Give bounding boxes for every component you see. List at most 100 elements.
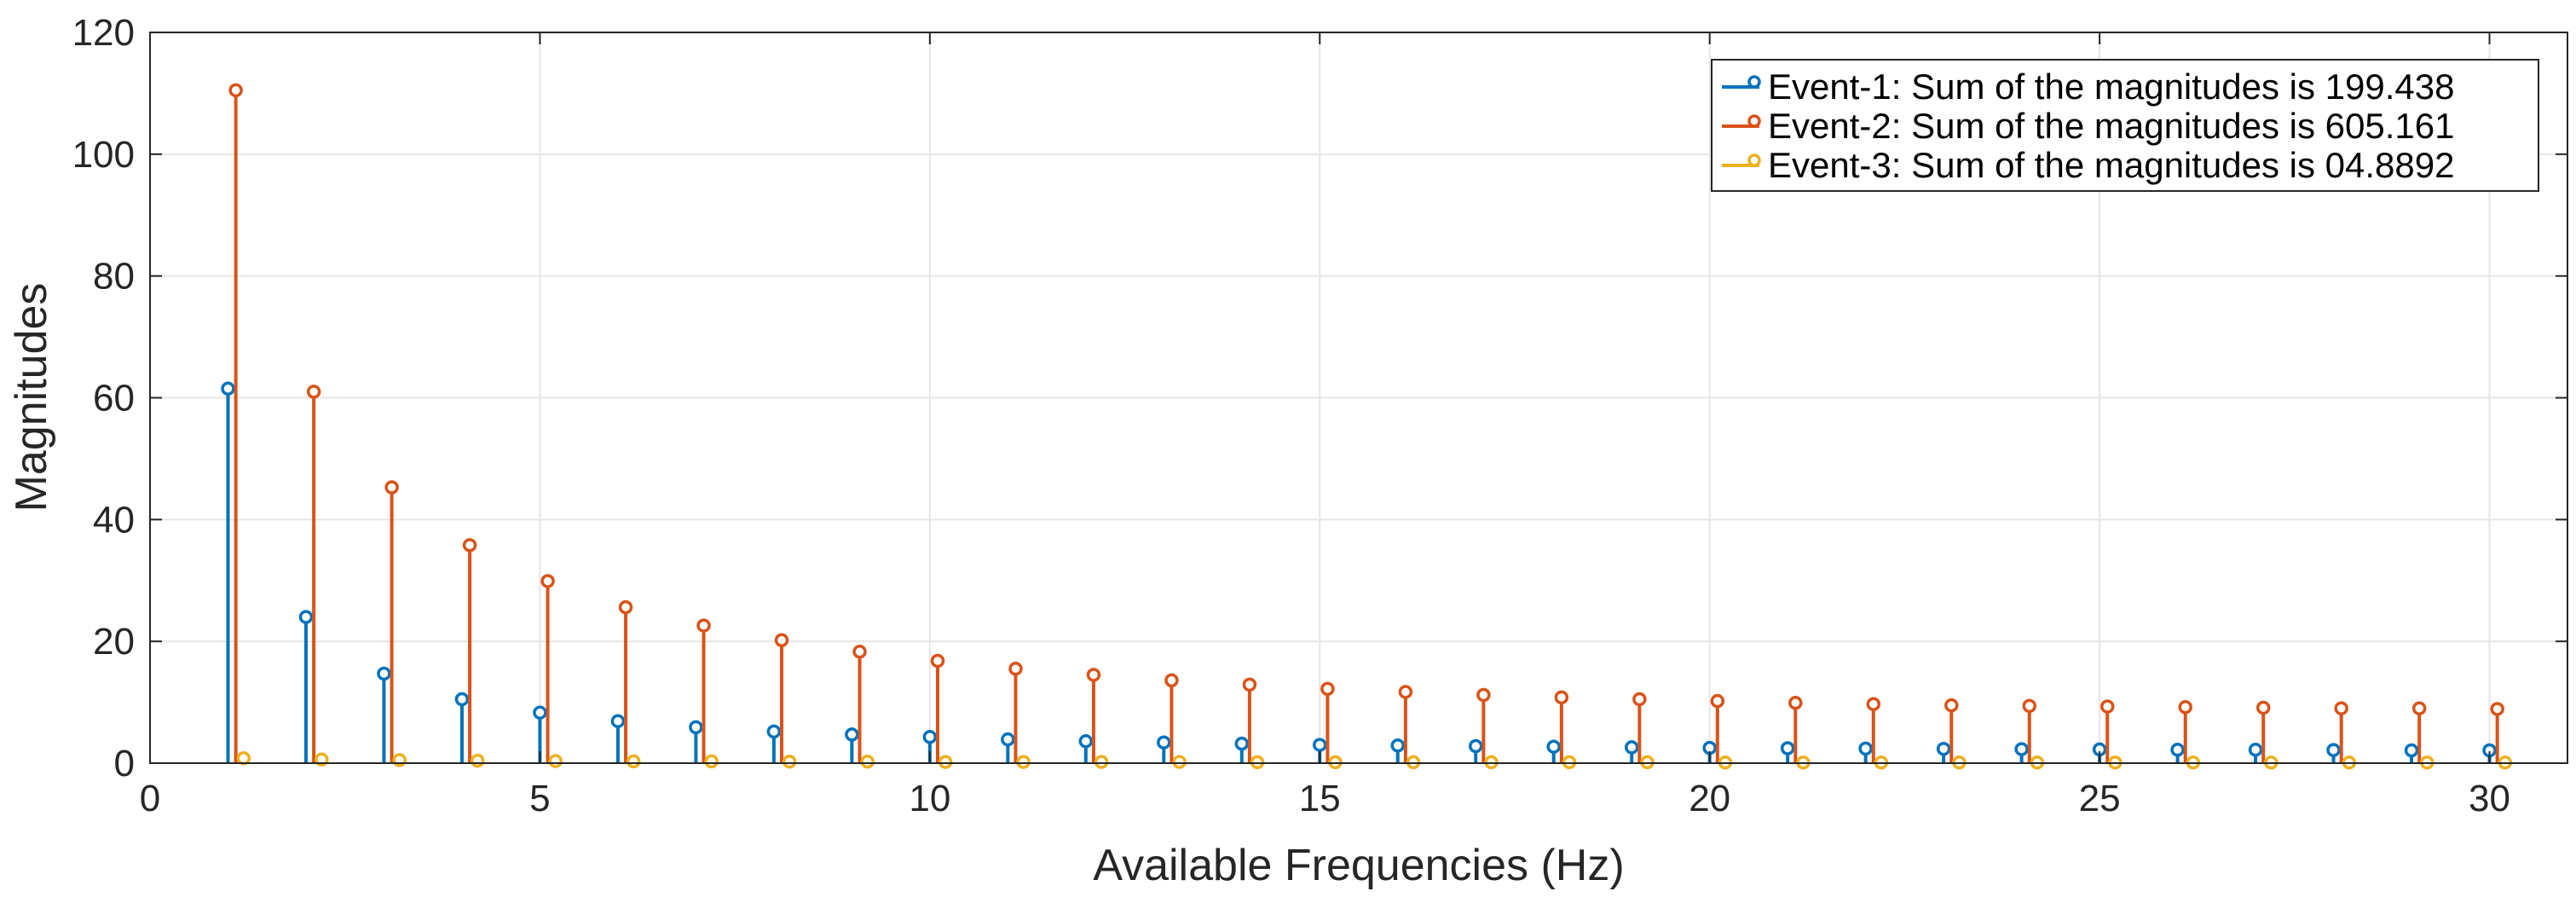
stem-marker	[2490, 702, 2504, 716]
stem-marker	[384, 480, 399, 495]
stem-marker	[1788, 696, 1803, 710]
stem-marker	[462, 538, 477, 553]
stem-marker	[1001, 732, 1015, 747]
stem-marker	[2022, 698, 2037, 714]
legend-item: Event-3: Sum of the magnitudes is 04.889…	[1722, 145, 2455, 185]
y-tick-label: 0	[114, 743, 135, 784]
stem-marker	[1242, 677, 1257, 692]
stem-marker	[2170, 743, 2185, 757]
legend-swatch-marker	[1747, 75, 1761, 89]
stem-marker	[2334, 701, 2348, 715]
stem-marker	[626, 754, 641, 769]
legend-label: Event-1: Sum of the magnitudes is 199.43…	[1768, 67, 2455, 107]
stem-marker	[930, 653, 945, 669]
legend-label: Event-3: Sum of the magnitudes is 04.889…	[1768, 145, 2455, 185]
stem-marker	[533, 705, 547, 720]
stem-marker	[1562, 755, 1577, 770]
legend-label: Event-2: Sum of the magnitudes is 605.16…	[1768, 106, 2455, 146]
stem-marker	[2178, 700, 2192, 715]
stem-marker	[1250, 755, 1265, 770]
stem-marker	[852, 645, 867, 659]
stem-marker	[922, 730, 938, 744]
stem-marker	[1164, 673, 1179, 688]
stem-marker	[1640, 755, 1655, 770]
stem-marker	[1172, 755, 1187, 769]
stem-marker	[236, 751, 251, 766]
stem-marker	[1157, 735, 1171, 750]
stem-marker	[1858, 741, 1873, 756]
stem-marker	[1094, 755, 1109, 769]
stem-marker	[1468, 738, 1483, 754]
stem-marker	[548, 754, 563, 768]
x-tick-label: 30	[2469, 778, 2510, 819]
stem-marker	[845, 727, 859, 742]
y-tick-label: 120	[72, 12, 135, 54]
stem-marker	[2014, 742, 2029, 756]
legend-item: Event-1: Sum of the magnitudes is 199.43…	[1722, 67, 2455, 107]
stem-marker	[1632, 692, 1647, 707]
stem-marker	[689, 720, 703, 735]
stem-marker	[1234, 736, 1250, 751]
stem-marker	[228, 83, 243, 98]
stem-marker	[2248, 743, 2263, 757]
stem-marker	[540, 574, 555, 588]
data-stems	[221, 83, 2513, 770]
stem-marker	[774, 633, 789, 647]
stem-marker	[1313, 738, 1327, 752]
stem-marker	[1624, 740, 1639, 755]
series-1-stems	[221, 381, 2497, 763]
y-tick-label: 60	[93, 378, 135, 420]
stem-marker	[860, 754, 875, 769]
stem-marker	[1936, 741, 1951, 756]
x-tick-label: 15	[1299, 778, 1341, 819]
stem-marker	[1866, 697, 1881, 711]
y-tick-label: 20	[93, 621, 135, 663]
stem-marker	[782, 754, 797, 769]
stem-marker	[1398, 685, 1413, 699]
stem-marker	[2404, 743, 2419, 758]
axis-ticks: 0 5 10 15 20 25 30 0 20 40 60 80 100 120	[72, 12, 2567, 819]
legend-box	[1711, 59, 2539, 192]
stem-marker	[1320, 681, 1335, 697]
series-3-stems	[236, 751, 2513, 770]
stem-marker	[1328, 755, 1343, 770]
stem-marker	[221, 381, 235, 397]
stem-marker	[2099, 699, 2115, 714]
y-tick-label: 40	[93, 499, 135, 541]
x-tick-label: 20	[1689, 778, 1730, 819]
stem-marker	[1016, 755, 1031, 769]
stem-marker	[1078, 734, 1094, 749]
stem-marker	[696, 618, 711, 633]
stem-marker	[377, 666, 391, 681]
stem-marker	[1554, 690, 1569, 705]
stem-marker	[306, 385, 321, 399]
stem-marker	[938, 755, 953, 769]
stem-marker	[1476, 687, 1491, 703]
stem-marker	[470, 753, 485, 768]
x-tick-label: 0	[140, 778, 160, 819]
y-tick-label: 100	[72, 134, 135, 176]
stem-marker	[1406, 755, 1421, 770]
legend-swatch-marker	[1747, 114, 1761, 128]
legend-swatch-marker	[1747, 153, 1761, 167]
legend: Event-1: Sum of the magnitudes is 199.43…	[1711, 59, 2539, 192]
stem-marker	[315, 752, 329, 767]
stem-marker	[2255, 700, 2271, 715]
x-tick-label: 5	[529, 778, 550, 819]
series-2-stems	[228, 83, 2504, 763]
stem-marker	[1390, 738, 1405, 753]
stem-marker	[298, 610, 314, 624]
x-tick-label: 25	[2079, 778, 2121, 819]
x-axis-title: Available Frequencies (Hz)	[1093, 841, 1624, 890]
stem-marker	[1546, 739, 1561, 754]
legend-item: Event-2: Sum of the magnitudes is 605.16…	[1722, 106, 2455, 146]
stem-marker	[610, 714, 626, 728]
stem-marker	[1484, 755, 1499, 770]
y-axis-title: Magnitudes	[7, 283, 56, 512]
stem-marker	[454, 692, 470, 707]
stem-marker	[618, 599, 633, 615]
stem-marker	[1780, 741, 1795, 755]
y-tick-label: 80	[93, 256, 135, 298]
stem-marker	[704, 754, 719, 769]
